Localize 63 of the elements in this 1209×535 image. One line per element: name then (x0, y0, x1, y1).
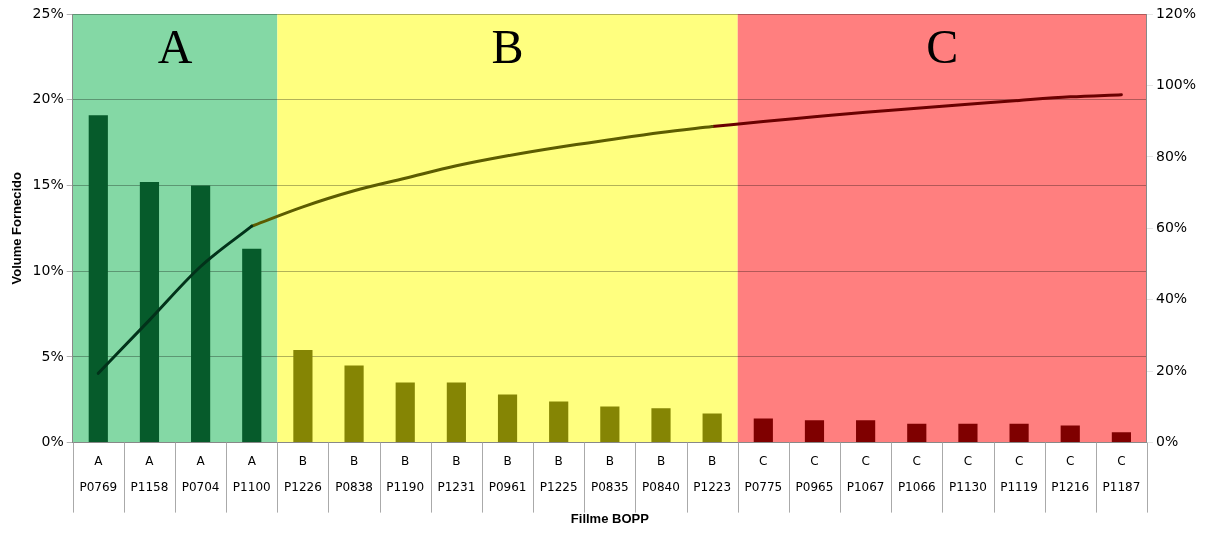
x-tick-label: A P1158 (130, 453, 169, 495)
line-series (250, 125, 714, 228)
band-label: B (491, 19, 524, 73)
x-tick-label: C P1119 (1000, 453, 1038, 495)
x-tick-label: C P1216 (1051, 453, 1090, 495)
bar (1009, 423, 1029, 443)
bar (1060, 425, 1080, 443)
bar (1111, 432, 1131, 443)
bar (958, 423, 978, 443)
x-tick-label: B P0961 (488, 453, 527, 495)
bar (293, 350, 313, 443)
y2-tick-label: 0% (1155, 433, 1179, 450)
bar (753, 418, 773, 443)
x-tick-label: C P1067 (846, 453, 885, 495)
bar (446, 382, 466, 443)
x-tick-label: C P1066 (897, 453, 936, 495)
bar (191, 185, 211, 443)
y-tick-label: 20% (32, 90, 64, 107)
y-tick-label: 5% (41, 347, 64, 364)
x-tick-label: A P0769 (79, 453, 118, 495)
y-axis-title: Volume Fornecido (9, 172, 25, 285)
bar (702, 413, 722, 443)
x-tick-label: B P1190 (386, 453, 425, 495)
line-series (710, 93, 1123, 129)
x-tick-label: B P1226 (284, 453, 322, 495)
y2-tick-label: 120% (1155, 4, 1197, 21)
x-tick-label: B P1225 (539, 453, 578, 495)
bar (651, 408, 671, 443)
bar (242, 248, 262, 443)
bar (600, 406, 620, 443)
bar (497, 394, 518, 443)
band-label: C (926, 19, 959, 73)
line-series (96, 224, 254, 375)
bar (395, 382, 415, 443)
bar (549, 401, 569, 443)
x-tick-label: B P1223 (693, 453, 732, 495)
bar (344, 365, 364, 443)
x-tick-label: B P1231 (437, 453, 476, 495)
x-tick-label: C P1187 (1102, 453, 1141, 495)
x-tick-label: A P0704 (181, 453, 220, 495)
y2-tick-label: 40% (1155, 290, 1188, 307)
y2-tick-label: 20% (1155, 361, 1188, 378)
x-tick-label: A P1100 (232, 453, 271, 495)
x-tick-label: C P1130 (949, 453, 987, 495)
y-tick-label: 0% (41, 433, 64, 450)
y2-tick-label: 80% (1155, 147, 1188, 164)
bar (88, 115, 108, 443)
x-tick-label: B P0840 (642, 453, 680, 495)
y-tick-label: 15% (32, 176, 64, 193)
y2-tick-label: 60% (1155, 218, 1188, 235)
bar (907, 423, 927, 443)
x-tick-label: C P0965 (795, 453, 834, 495)
x-axis-title: Fillme BOPP (570, 510, 650, 526)
y-tick-label: 10% (32, 261, 64, 278)
x-tick-label: B P0835 (590, 453, 629, 495)
x-tick-label: B P0838 (335, 453, 373, 495)
bar (856, 420, 876, 443)
bar (804, 420, 825, 443)
x-tick-label: C P0775 (744, 453, 783, 495)
bar (139, 182, 160, 443)
y2-tick-label: 100% (1155, 76, 1197, 93)
y-tick-label: 25% (32, 4, 64, 21)
band-label: A (157, 19, 193, 73)
